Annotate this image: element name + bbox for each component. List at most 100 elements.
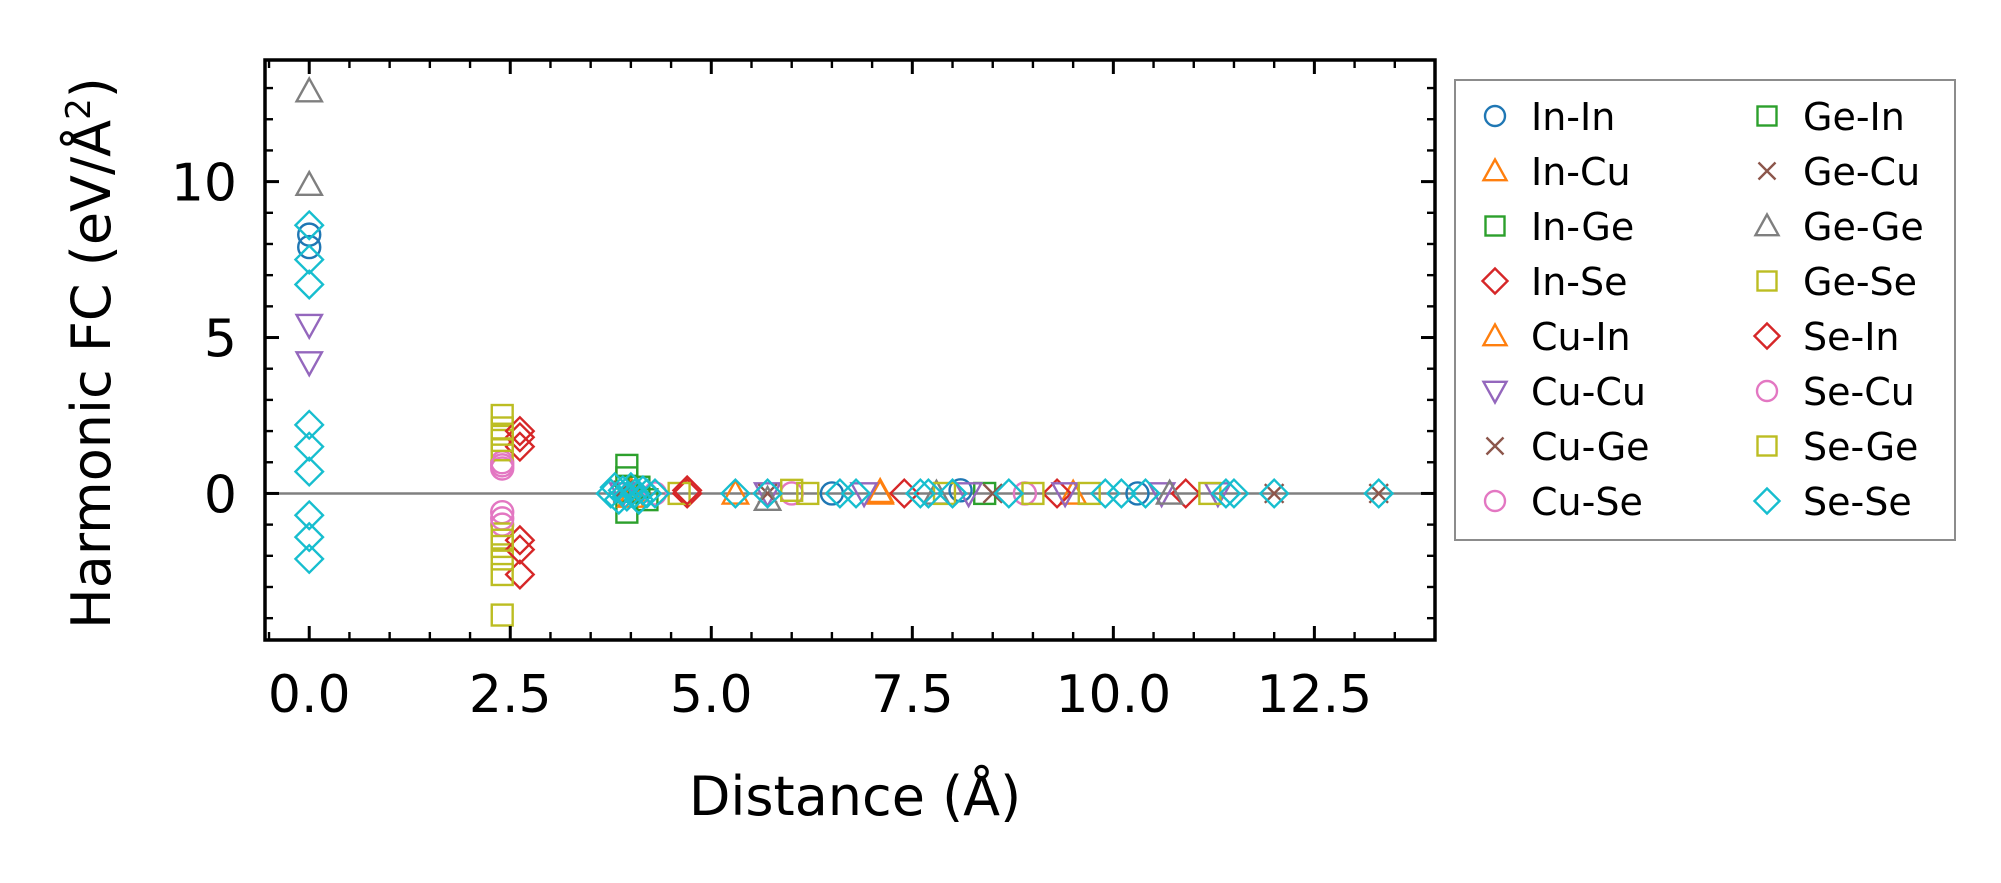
legend-marker-cu-ge	[1485, 436, 1505, 456]
x-tick-label-2: 5.0	[670, 665, 753, 725]
legend-label-cu-ge: Cu-Ge	[1531, 425, 1650, 469]
point-se-se-14	[615, 471, 647, 503]
legend-item-in-cu: In-Cu	[1481, 150, 1631, 194]
point-se-se-4	[293, 431, 325, 463]
point-se-se-6	[293, 499, 325, 531]
point-ge-ge-1	[294, 169, 324, 197]
point-ge-ge-0	[294, 76, 324, 103]
x-tick-label-5: 12.5	[1256, 665, 1372, 725]
point-se-se-32	[1218, 477, 1250, 509]
point-se-in-2	[671, 474, 703, 506]
legend-item-in-in: In-In	[1483, 95, 1615, 139]
legend-label-se-in: Se-In	[1803, 315, 1900, 359]
legend-item-ge-in: Ge-In	[1756, 95, 1905, 139]
y-axis-title-main: Harmonic FC (eV/Å	[59, 120, 123, 629]
point-se-se-31	[1210, 477, 1242, 509]
x-tick-label-0: 0.0	[268, 665, 351, 725]
point-se-se-11	[603, 484, 635, 516]
point-se-se-29	[1105, 477, 1137, 509]
legend-label-cu-cu: Cu-Cu	[1531, 370, 1646, 414]
legend-marker-cu-se	[1483, 489, 1507, 513]
point-cu-cu-6	[1050, 482, 1080, 509]
legend-item-ge-ge: Ge-Ge	[1753, 205, 1924, 249]
point-se-se-21	[752, 477, 784, 509]
point-se-se-26	[937, 477, 968, 509]
legend-item-in-ge: In-Ge	[1484, 205, 1634, 249]
point-cu-cu-5	[953, 482, 984, 509]
point-in-in-1	[297, 234, 322, 260]
legend-item-cu-se: Cu-Se	[1483, 480, 1643, 524]
y-tick-label-0: 0	[204, 465, 237, 525]
point-in-ge-0	[615, 453, 639, 478]
y-tick-label-1: 5	[204, 310, 237, 370]
y-axis-title: Harmonic FC (eV/Å2)	[59, 77, 123, 629]
point-in-in-0	[297, 222, 322, 247]
legend-item-se-cu: Se-Cu	[1755, 370, 1915, 414]
point-cu-ge-2	[982, 483, 1003, 504]
point-se-se-28	[1089, 477, 1121, 509]
legend-marker-in-ge	[1484, 215, 1506, 237]
point-se-cu-0	[490, 453, 515, 478]
point-ge-se-10	[780, 478, 804, 502]
legend-marker-ge-ge	[1753, 212, 1781, 237]
point-in-in-4	[1125, 481, 1150, 506]
legend-marker-cu-in	[1481, 322, 1509, 347]
series-se-se	[293, 209, 1395, 575]
point-in-se-7	[1170, 477, 1202, 509]
point-se-ge-0	[490, 422, 514, 446]
point-se-se-19	[639, 477, 671, 509]
point-se-se-25	[912, 477, 944, 509]
legend-item-cu-ge: Cu-Ge	[1485, 425, 1650, 469]
point-se-se-8	[293, 543, 325, 575]
legend-label-cu-se: Cu-Se	[1531, 480, 1643, 524]
point-se-se-15	[619, 477, 651, 509]
legend-marker-in-se	[1480, 266, 1510, 296]
legend-label-ge-cu: Ge-Cu	[1803, 150, 1920, 194]
legend-label-se-ge: Se-Ge	[1803, 425, 1918, 469]
legend-box	[1454, 79, 1956, 541]
legend-item-in-se: In-Se	[1480, 260, 1628, 304]
point-se-se-5	[293, 456, 325, 488]
legend-marker-ge-se	[1756, 270, 1778, 292]
point-se-se-20	[719, 477, 751, 509]
legend-label-ge-ge: Ge-Ge	[1803, 205, 1924, 249]
point-se-se-23	[840, 477, 872, 509]
y-axis-title-superscript: 2	[59, 98, 99, 120]
legend-marker-cu-cu	[1481, 380, 1509, 405]
legend-item-cu-cu: Cu-Cu	[1481, 370, 1646, 414]
point-cu-cu-4	[849, 482, 879, 509]
x-axis-title: Distance (Å)	[689, 764, 1021, 828]
point-cu-cu-3	[752, 482, 783, 509]
point-se-se-16	[623, 484, 655, 516]
series-ge-ge	[294, 76, 1185, 511]
point-se-in-0	[504, 415, 536, 447]
legend: In-In In-Cu In-Ge In-Se Cu-In Cu-Cu Cu-Ge Cu-Se…	[1454, 79, 1956, 541]
legend-marker-ge-cu	[1757, 161, 1777, 181]
point-in-se-1	[504, 431, 536, 463]
point-cu-se-4	[642, 481, 668, 506]
point-se-se-3	[293, 409, 325, 441]
legend-item-se-in: Se-In	[1752, 315, 1900, 359]
legend-marker-se-ge	[1756, 435, 1778, 457]
series-cu-cu	[294, 313, 1233, 509]
point-se-se-24	[904, 477, 936, 509]
point-ge-se-6	[490, 547, 514, 571]
point-ge-se-3	[490, 438, 514, 462]
point-se-se-27	[993, 477, 1025, 509]
point-se-se-33	[1258, 477, 1290, 509]
point-se-se-0	[293, 209, 325, 241]
series-ge-se	[490, 403, 1222, 627]
x-tick-label-4: 10.0	[1055, 665, 1171, 725]
legend-label-in-in: In-In	[1531, 95, 1615, 139]
point-se-se-12	[607, 474, 639, 506]
legend-marker-in-cu	[1481, 157, 1509, 182]
point-se-se-1	[293, 244, 325, 276]
series-in-se	[504, 421, 1202, 590]
legend-item-se-ge: Se-Ge	[1756, 425, 1918, 469]
point-in-se-4	[671, 477, 703, 509]
point-se-se-30	[1130, 477, 1161, 509]
legend-marker-se-in	[1752, 321, 1782, 351]
point-se-se-34	[1363, 477, 1395, 509]
